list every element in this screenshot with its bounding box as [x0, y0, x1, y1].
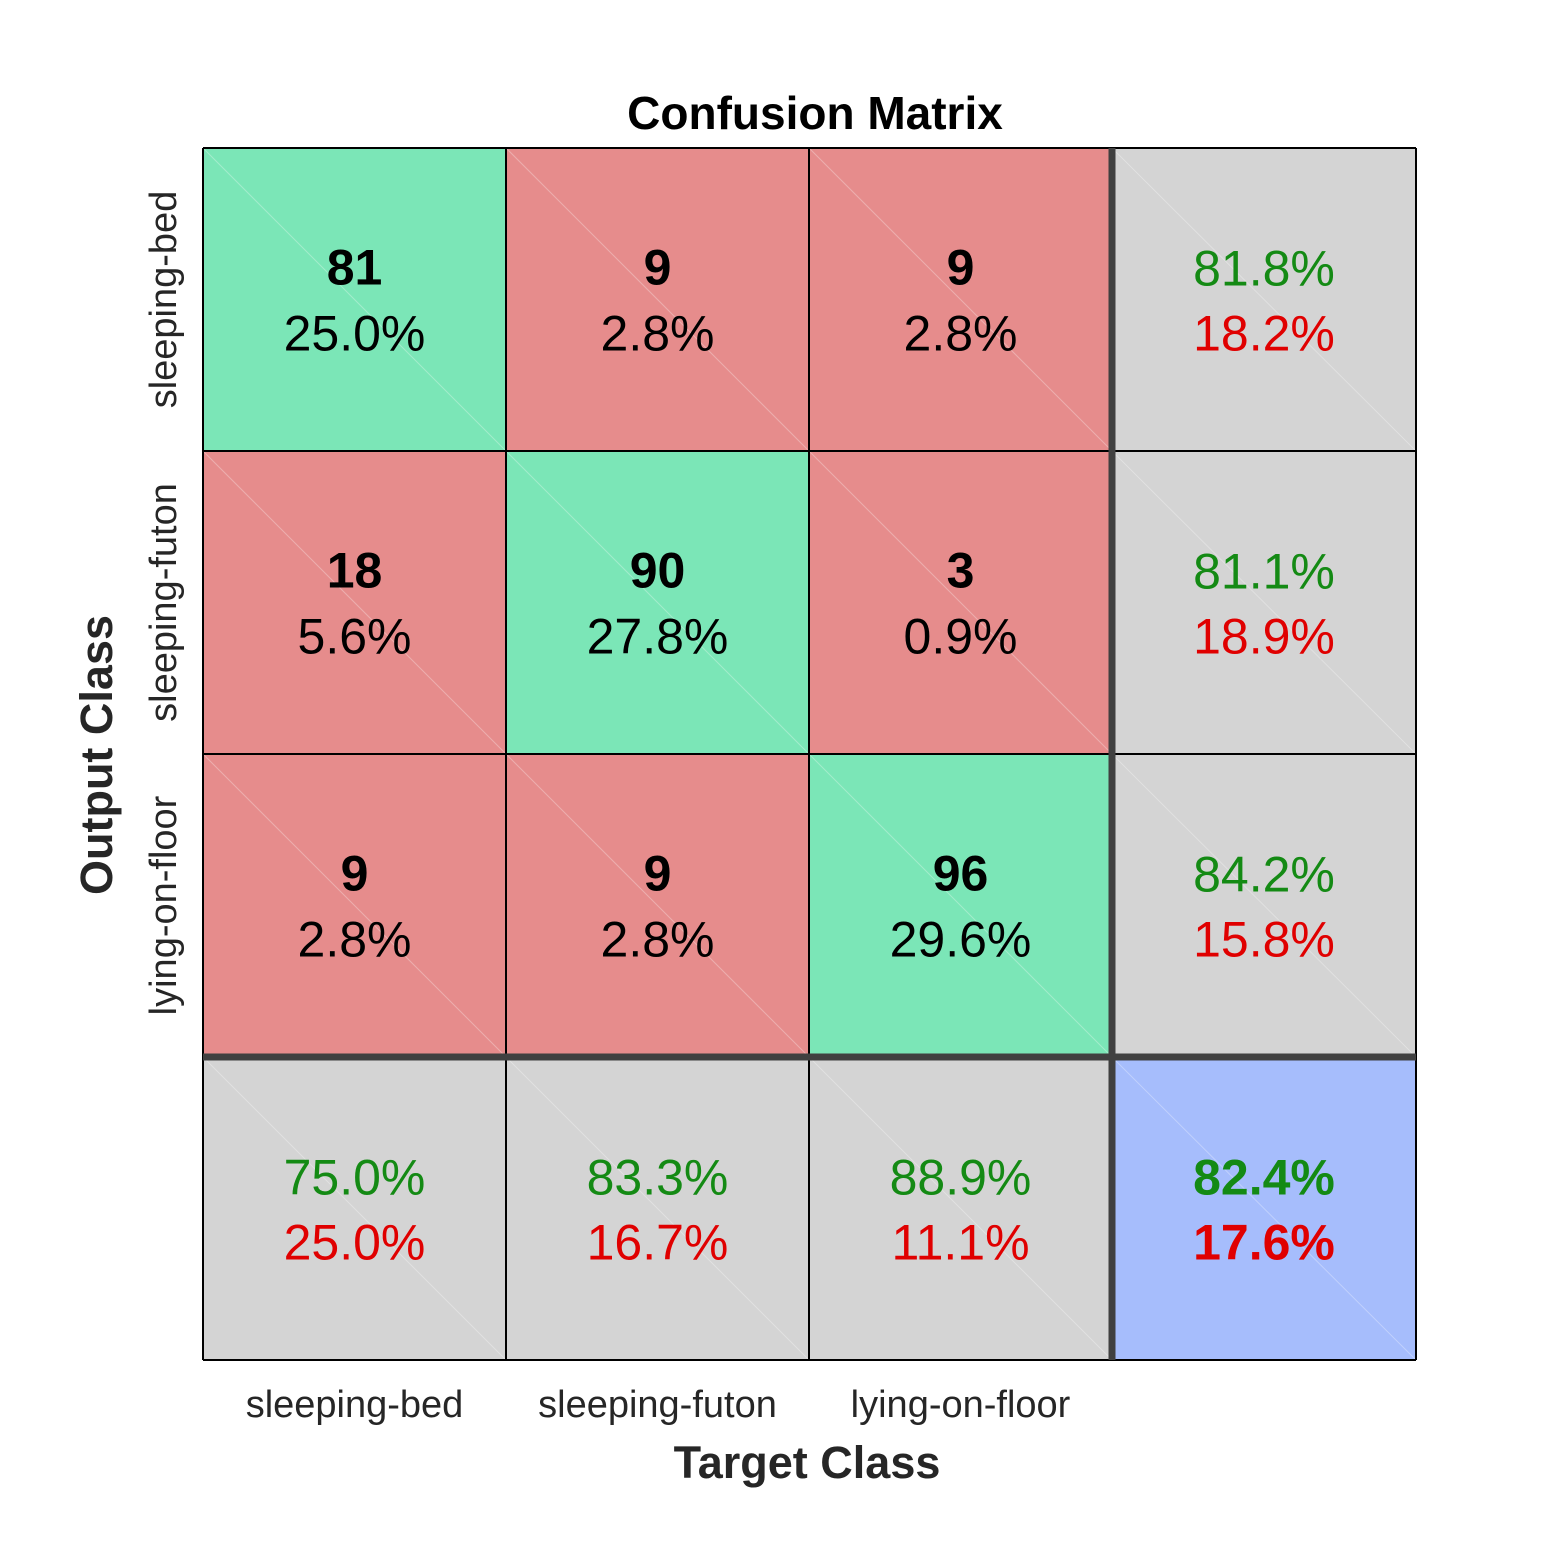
col-summary-1-correct: 83.3%: [587, 1150, 729, 1206]
row-summary-1-error: 18.9%: [1193, 609, 1335, 665]
cell-percent-r2-c1: 2.8%: [601, 912, 715, 968]
cell-diagonal-sheen: [1111, 1056, 1417, 1361]
overall-accuracy-cell: [1112, 1057, 1416, 1360]
overall-error: 17.6%: [1193, 1215, 1335, 1271]
row-summary-0-error: 18.2%: [1193, 306, 1335, 362]
cell-r1-c2: [809, 451, 1112, 754]
cell-diagonal-sheen: [202, 450, 507, 755]
chart-title: Confusion Matrix: [627, 87, 1003, 139]
cell-r1-c0: [203, 451, 506, 754]
tick-labels: sleeping-bed sleeping-bed sleeping-futon sl…: [143, 191, 1071, 1426]
cell-diagonal-sheen: [202, 753, 507, 1058]
row-summary-0-correct: 81.8%: [1193, 241, 1335, 297]
cell-percent-r2-c0: 2.8%: [298, 912, 412, 968]
row-summary-cell-0: [1112, 148, 1416, 451]
x-tick-label-1: sleeping-futon: [538, 1384, 777, 1426]
cell-percent-r0-c2: 2.8%: [904, 306, 1018, 362]
y-tick-label-1: sleeping-futon: [143, 483, 185, 722]
y-tick-label-0: sleeping-bed: [143, 191, 185, 409]
overall-correct: 82.4%: [1193, 1150, 1335, 1206]
col-summary-cell-2: [809, 1057, 1112, 1360]
x-tick-label-2: lying-on-floor: [851, 1384, 1071, 1426]
cell-diagonal-sheen: [505, 753, 810, 1058]
row-summary-2-correct: 84.2%: [1193, 847, 1335, 903]
cell-diagonal-sheen: [505, 1056, 810, 1361]
col-summary-cell-1: [506, 1057, 809, 1360]
col-summary-0-error: 25.0%: [284, 1215, 426, 1271]
x-axis-title: Target Class: [674, 1437, 941, 1488]
cell-count-r1-c2: 3: [947, 543, 975, 599]
x-tick-label-0: sleeping-bed: [246, 1384, 464, 1426]
cell-percent-r0-c0: 25.0%: [284, 306, 426, 362]
cell-count-r0-c0: 81: [327, 240, 383, 296]
cell-r0-c1: [506, 148, 809, 451]
cell-count-r0-c2: 9: [947, 240, 975, 296]
cell-r1-c1: [506, 451, 809, 754]
cell-count-r2-c2: 96: [933, 846, 989, 902]
cell-diagonal-sheen: [1111, 147, 1417, 452]
cell-count-r0-c1: 9: [644, 240, 672, 296]
grid-lines: [202, 147, 1417, 1361]
cell-percent-r1-c2: 0.9%: [904, 609, 1018, 665]
col-summary-2-error: 11.1%: [891, 1215, 1029, 1271]
col-summary-1-error: 16.7%: [587, 1215, 729, 1271]
cell-diagonal-sheen: [808, 450, 1113, 755]
cell-diagonal-sheen: [505, 450, 810, 755]
cell-diagonal-sheen: [808, 1056, 1113, 1361]
col-summary-2-correct: 88.9%: [890, 1150, 1032, 1206]
cell-r0-c2: [809, 148, 1112, 451]
y-axis-title: Output Class: [71, 615, 122, 895]
cell-diagonal-sheen: [808, 753, 1113, 1058]
row-summary-1-correct: 81.1%: [1193, 544, 1335, 600]
cell-percent-r2-c2: 29.6%: [890, 912, 1032, 968]
cell-diagonal-sheen: [1111, 450, 1417, 755]
cell-r2-c2: [809, 754, 1112, 1057]
cell-percent-r1-c0: 5.6%: [298, 609, 412, 665]
row-summary-cell-1: [1112, 451, 1416, 754]
cell-count-r1-c0: 18: [327, 543, 383, 599]
cell-diagonal-sheen: [202, 147, 507, 452]
cell-diagonal-sheen: [808, 147, 1113, 452]
cell-count-r2-c1: 9: [644, 846, 672, 902]
row-summary-cell-2: [1112, 754, 1416, 1057]
cell-count-r2-c0: 9: [341, 846, 369, 902]
cell-percent-r0-c1: 2.8%: [601, 306, 715, 362]
cell-diagonal-sheen: [202, 1056, 507, 1361]
cell-r2-c0: [203, 754, 506, 1057]
col-summary-cell-0: [203, 1057, 506, 1360]
cell-percent-r1-c1: 27.8%: [587, 609, 729, 665]
cell-r0-c0: [203, 148, 506, 451]
matrix-cells: [202, 147, 1417, 1361]
cell-count-r1-c1: 90: [630, 543, 686, 599]
y-tick-label-2: lying-on-floor: [143, 795, 185, 1015]
col-summary-0-correct: 75.0%: [284, 1150, 426, 1206]
cell-diagonal-sheen: [505, 147, 810, 452]
row-summary-2-error: 15.8%: [1193, 912, 1335, 968]
cell-r2-c1: [506, 754, 809, 1057]
cell-labels: 81 25.0% 9 2.8% 9 2.8% 81.8% 18.2% 18 5.6% 90 27.8%…: [284, 240, 1335, 1271]
cell-diagonal-sheen: [1111, 753, 1417, 1058]
